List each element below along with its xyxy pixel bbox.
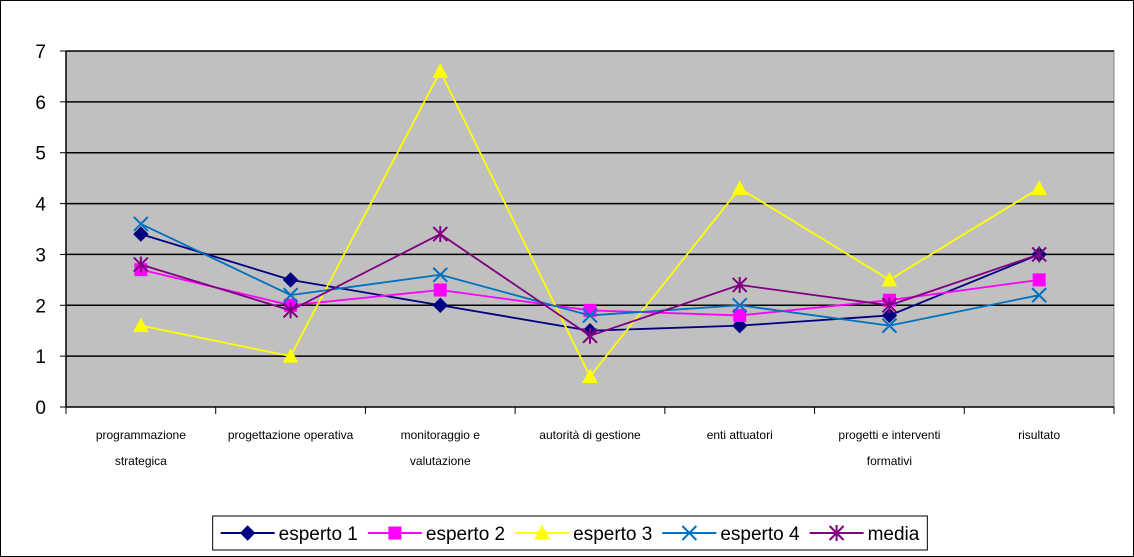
legend-label: esperto 3 — [573, 524, 652, 545]
legend-marker — [828, 525, 845, 541]
y-tick-label: 1 — [35, 347, 46, 368]
data-point — [432, 226, 448, 243]
y-tick-label: 6 — [35, 93, 46, 114]
legend-item: esperto 2 — [367, 524, 505, 545]
y-tick-label: 4 — [35, 195, 46, 216]
data-point — [732, 276, 748, 293]
legend-label: esperto 4 — [720, 524, 800, 545]
series-media — [133, 226, 1047, 344]
y-tick-label: 5 — [35, 144, 46, 165]
data-point — [133, 226, 149, 242]
legend-item: esperto 4 — [662, 524, 800, 545]
data-point — [1031, 180, 1047, 195]
data-point — [881, 297, 898, 314]
data-point — [282, 302, 299, 319]
data-point — [731, 180, 748, 195]
y-tick-label: 7 — [35, 42, 46, 63]
data-point — [582, 307, 598, 324]
data-point — [433, 283, 447, 297]
x-tick-label: risultato — [1018, 428, 1060, 442]
data-point — [432, 267, 448, 283]
data-point — [282, 348, 299, 363]
x-tick-label: autorità di gestione — [539, 428, 641, 442]
data-point — [432, 63, 449, 78]
y-tick-label: 3 — [35, 245, 46, 266]
legend-marker — [388, 526, 402, 540]
legend-item: media — [809, 524, 920, 545]
data-point — [881, 317, 898, 334]
gridlines — [66, 50, 1114, 357]
data-point — [881, 307, 898, 324]
data-point — [432, 297, 448, 313]
data-point — [133, 216, 149, 232]
x-tick-label: progetti e interventi formativi — [838, 428, 940, 468]
axes: 0 1 2 3 4 5 6 7 programmazione strategica progetta… — [35, 42, 1115, 468]
data-point — [1032, 273, 1046, 287]
data-point — [282, 287, 299, 303]
legend-item: esperto 1 — [220, 524, 358, 545]
x-tick-label: progettazione operativa — [228, 428, 354, 442]
legend-item: esperto 3 — [515, 524, 652, 545]
data-point — [133, 317, 149, 333]
series-esperto-3 — [133, 63, 1047, 383]
data-point — [732, 317, 748, 334]
legend-marker — [681, 525, 698, 541]
x-tick-label: enti attuatori — [707, 428, 773, 442]
plot-area — [65, 50, 1115, 408]
x-tick-label: monitoraggio e valutazione — [401, 428, 481, 468]
data-point — [1031, 246, 1047, 263]
legend: esperto 1 esperto 2 esperto 3 esperto 4 medi… — [212, 515, 928, 551]
x-tick-label: programmazione strategica — [96, 428, 186, 468]
legend-box — [212, 515, 928, 551]
data-point — [133, 256, 149, 273]
data-point — [582, 368, 598, 383]
legend-label: media — [868, 524, 920, 545]
y-tick-label: 0 — [35, 398, 46, 419]
data-point — [732, 297, 748, 313]
series-esperto-4 — [133, 216, 1047, 334]
series-layer — [133, 63, 1047, 383]
data-point — [881, 271, 898, 287]
legend-marker — [534, 524, 550, 540]
legend-label: esperto 1 — [279, 524, 358, 545]
data-point — [1031, 287, 1047, 303]
legend-marker — [239, 525, 256, 541]
data-point — [733, 308, 747, 322]
y-tick-label: 2 — [35, 296, 46, 317]
data-point — [582, 327, 598, 344]
legend-label: esperto 2 — [426, 524, 505, 545]
data-point — [282, 272, 299, 288]
